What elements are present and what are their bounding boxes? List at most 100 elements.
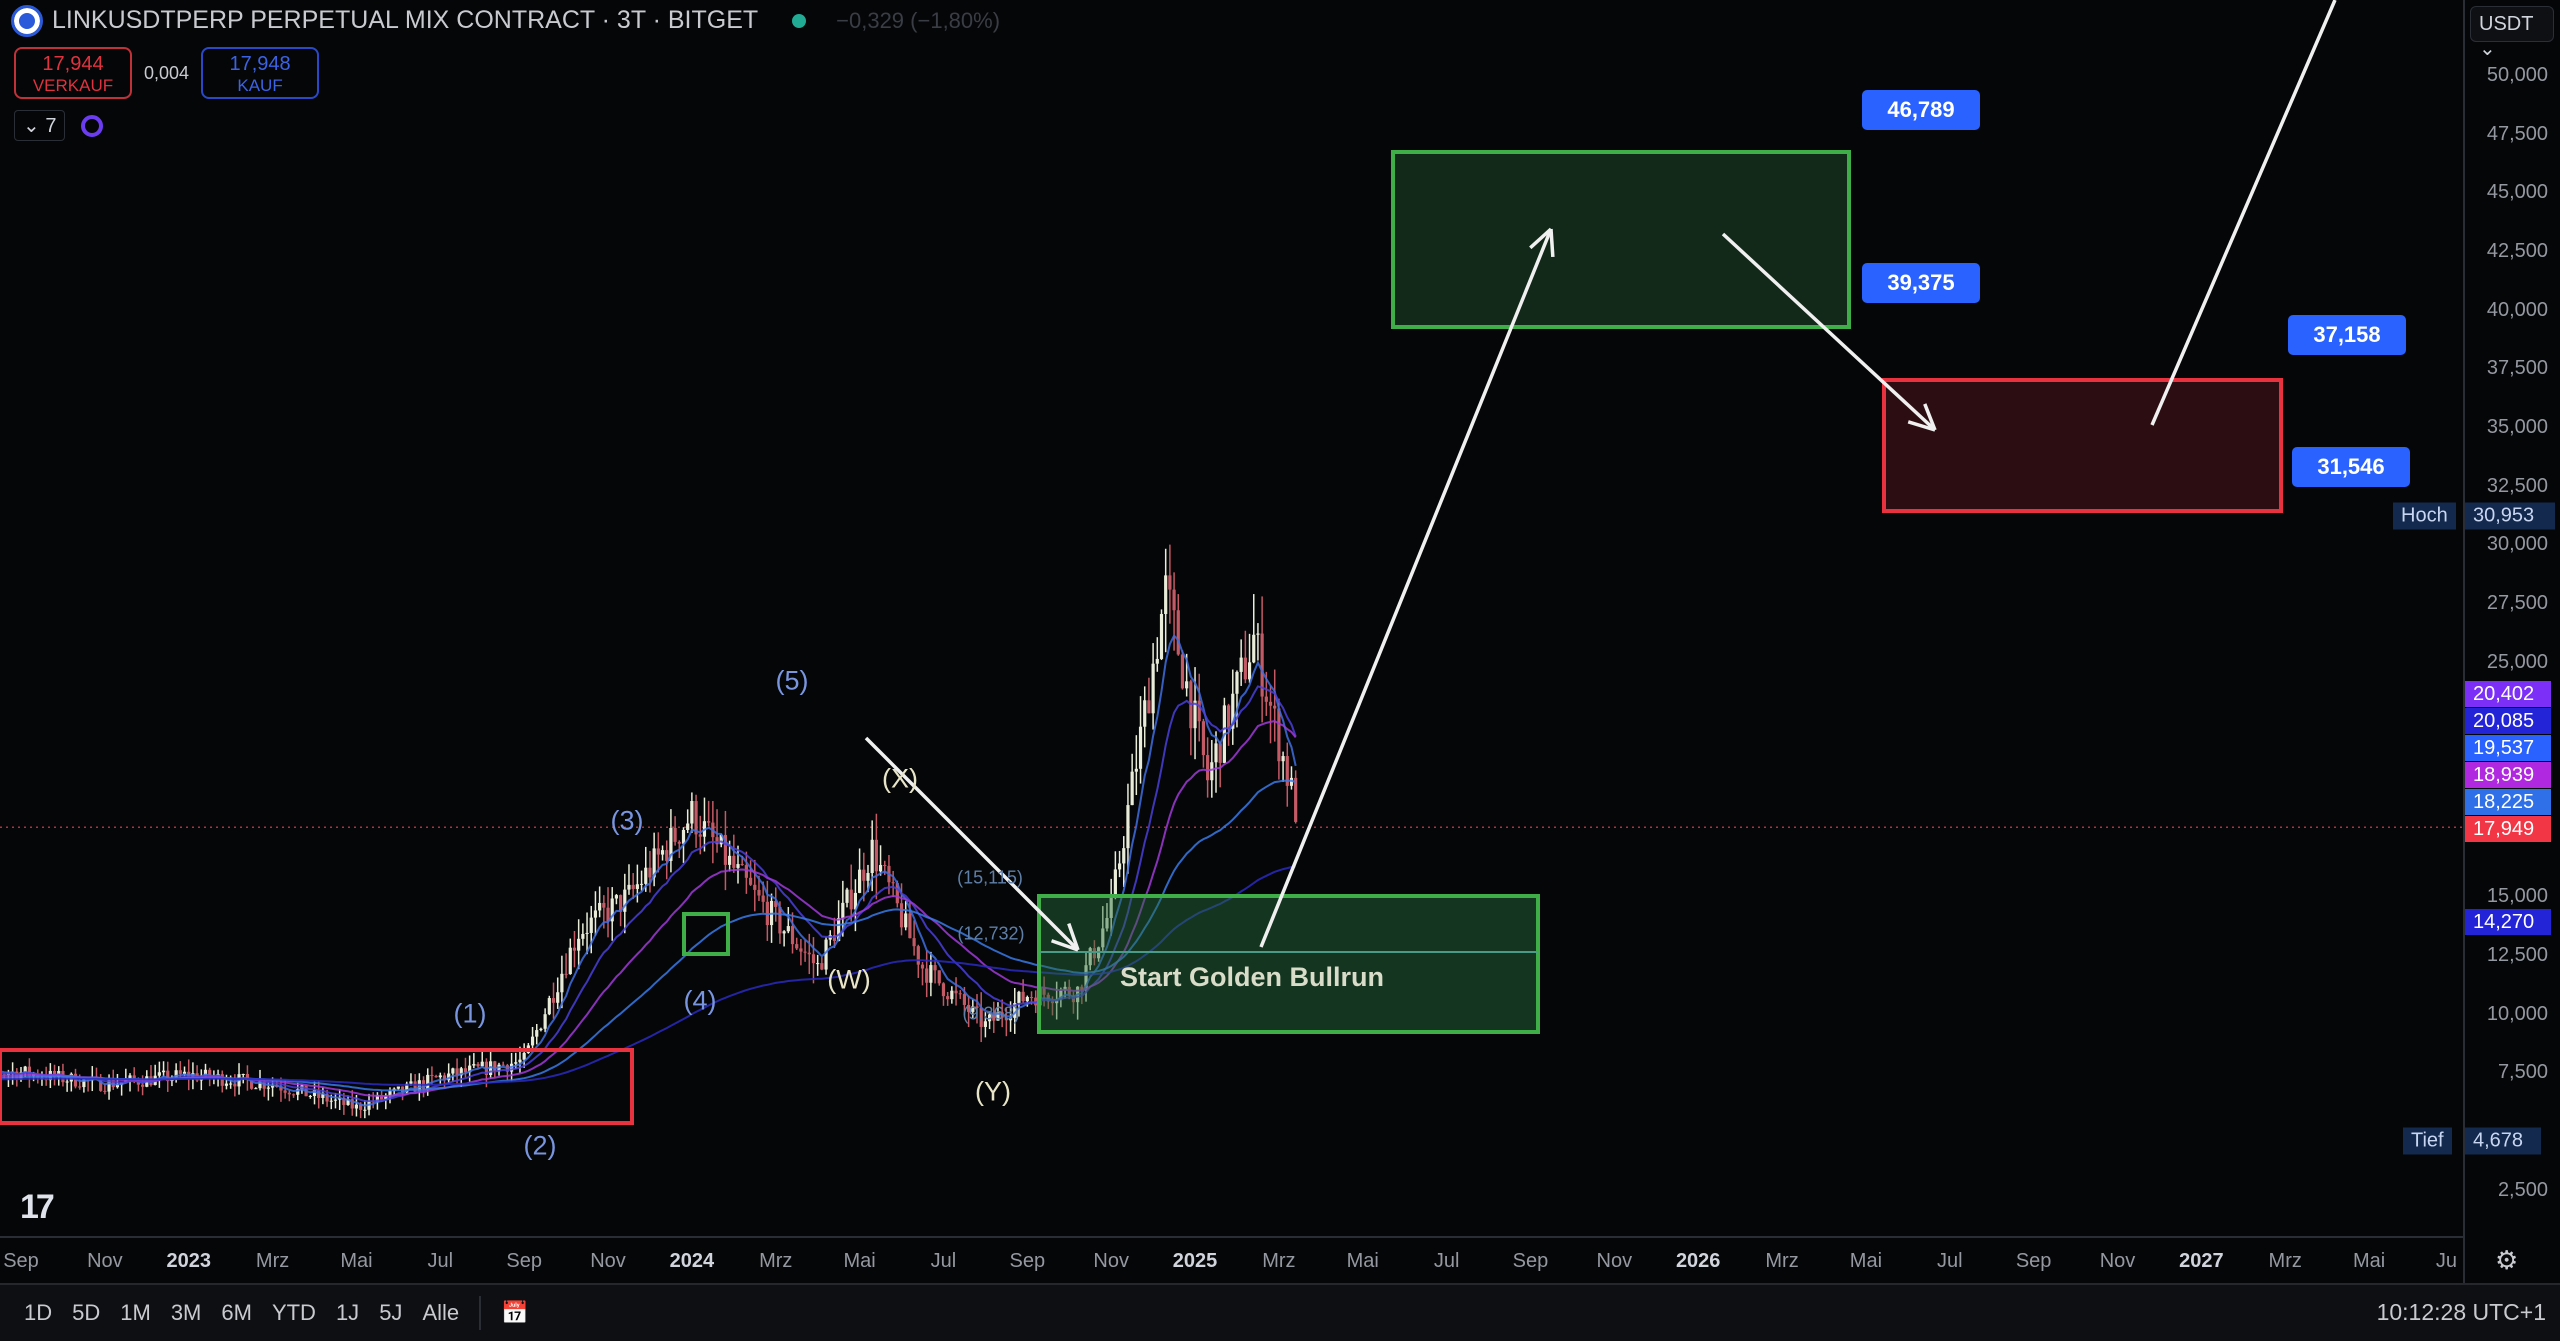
time-tick: Jul [1936,1250,1963,1272]
candle-body [606,907,610,922]
candle-body [748,877,753,885]
arrow-down-pullback-head [1923,403,1937,431]
time-tick: Ju [2435,1250,2457,1272]
time-tick: Mrz [1765,1250,1799,1272]
candle-body [858,869,862,893]
candle-body [1285,756,1289,786]
elliott-wave-label: (X) [882,763,918,794]
candle-body [283,1090,287,1093]
candle-body [1155,658,1159,664]
target-price-label: 37,158 [2288,315,2406,355]
candle-body [648,867,652,878]
candle-body [811,954,816,964]
high-label: Hoch [2393,502,2456,530]
candle-body [962,994,967,1005]
sell-button[interactable]: 17,944 VERKAUF [14,47,132,99]
candle-body [736,864,740,868]
candle-body [103,1090,107,1092]
indicators-toggle[interactable]: ⌄ 7 [14,110,66,141]
candle-body [853,892,858,910]
candle-body [807,952,811,955]
range-button-3m[interactable]: 3M [170,1300,202,1325]
candle-body [937,970,941,984]
candle-body [535,1030,539,1037]
target-price-label: 31,546 [2292,447,2410,487]
time-tick: Sep [3,1250,39,1272]
sync-icon[interactable] [81,114,104,137]
range-button-6m[interactable]: 6M [221,1300,252,1325]
range-button-5j[interactable]: 5J [379,1300,403,1325]
range-button-alle[interactable]: Alle [422,1300,460,1325]
candle-body [719,835,723,845]
elliott-wave-label: (W) [827,964,871,995]
price-label: 20,085 [2465,708,2551,734]
time-tick: Sep [2015,1250,2052,1272]
buy-button[interactable]: 17,948 KAUF [201,47,320,99]
candle-body [128,1075,132,1080]
price-chart[interactable] [0,0,2463,1236]
price-label: 18,939 [2465,762,2551,788]
time-tick: Sep [1009,1250,1046,1272]
candle-body [669,827,673,861]
candle-body [786,926,790,932]
price-change: −0,329 (−1,80%) [836,7,1001,33]
price-tick: 12,500 [2486,944,2548,967]
candle-body [585,932,589,934]
time-tick: Sep [1512,1250,1549,1272]
range-button-1j[interactable]: 1J [335,1300,360,1325]
arrow-down-correction [864,736,1080,952]
price-tick: 47,500 [2486,122,2548,145]
range-button-1d[interactable]: 1D [24,1300,53,1325]
date-range-calendar-icon[interactable]: 📅 [501,1300,529,1325]
candle-body [1239,657,1243,672]
price-axis[interactable]: 50,000 47,500 45,000 42,500 40,000 37,500 35,0… [2463,0,2560,1283]
candle-body [203,1069,208,1077]
green-zone-bullrun [1037,894,1540,1034]
price-label: 14,270 [2465,909,2551,935]
candle-body [1017,991,1021,1004]
candle-body [1289,777,1294,786]
tradingview-logo: 17 [20,1188,55,1226]
candle-body [1164,575,1168,615]
candle-body [514,1062,518,1064]
candle-body [1147,700,1151,714]
candle-body [631,884,635,889]
candle-body [312,1090,317,1096]
candle-body [958,993,962,995]
price-tick: 50,000 [2486,64,2548,86]
candle-body [795,944,799,949]
candle-body [824,939,828,970]
candle-body [82,1079,86,1088]
candle-body [782,931,786,934]
candle-body [1151,663,1155,714]
time-tick: Nov [1093,1250,1129,1272]
candle-body [1067,986,1071,996]
candle-body [665,850,669,861]
candle-body [987,1014,992,1022]
price-tick: 27,500 [2486,592,2548,615]
candle-body [941,983,946,997]
range-button-5d[interactable]: 5D [72,1300,101,1325]
candle-body [132,1075,136,1080]
candle-body [291,1094,296,1096]
candle-body [874,839,878,872]
time-axis[interactable]: Sep Nov 2023 Mrz Mai Jul Sep Nov 2024 Mrz Mai Jul Se… [0,1236,2463,1283]
symbol-title[interactable]: LINKUSDTPERP PERPETUAL MIX CONTRACT · 3T… [52,6,759,34]
settings-icon[interactable]: ⚙ [2495,1245,2519,1275]
red-zone-target [1882,378,2283,513]
time-tick: Nov [2099,1250,2136,1272]
range-button-1m[interactable]: 1M [120,1300,151,1325]
elliott-wave-label: (5) [775,665,809,696]
candle-body [698,834,702,837]
candle-body [1256,633,1260,635]
price-label: 17,949 [2465,816,2551,842]
candle-body [723,835,728,865]
candle-body [1201,721,1206,756]
zone-text: Start Golden Bullrun [1120,962,1385,992]
divider [479,1296,482,1330]
candle-body [681,829,686,844]
time-tick: 2026 [1675,1250,1721,1272]
currency-select[interactable]: USDT ⌄ [2470,6,2554,60]
candle-body [975,1006,979,1008]
range-button-ytd[interactable]: YTD [271,1300,316,1325]
